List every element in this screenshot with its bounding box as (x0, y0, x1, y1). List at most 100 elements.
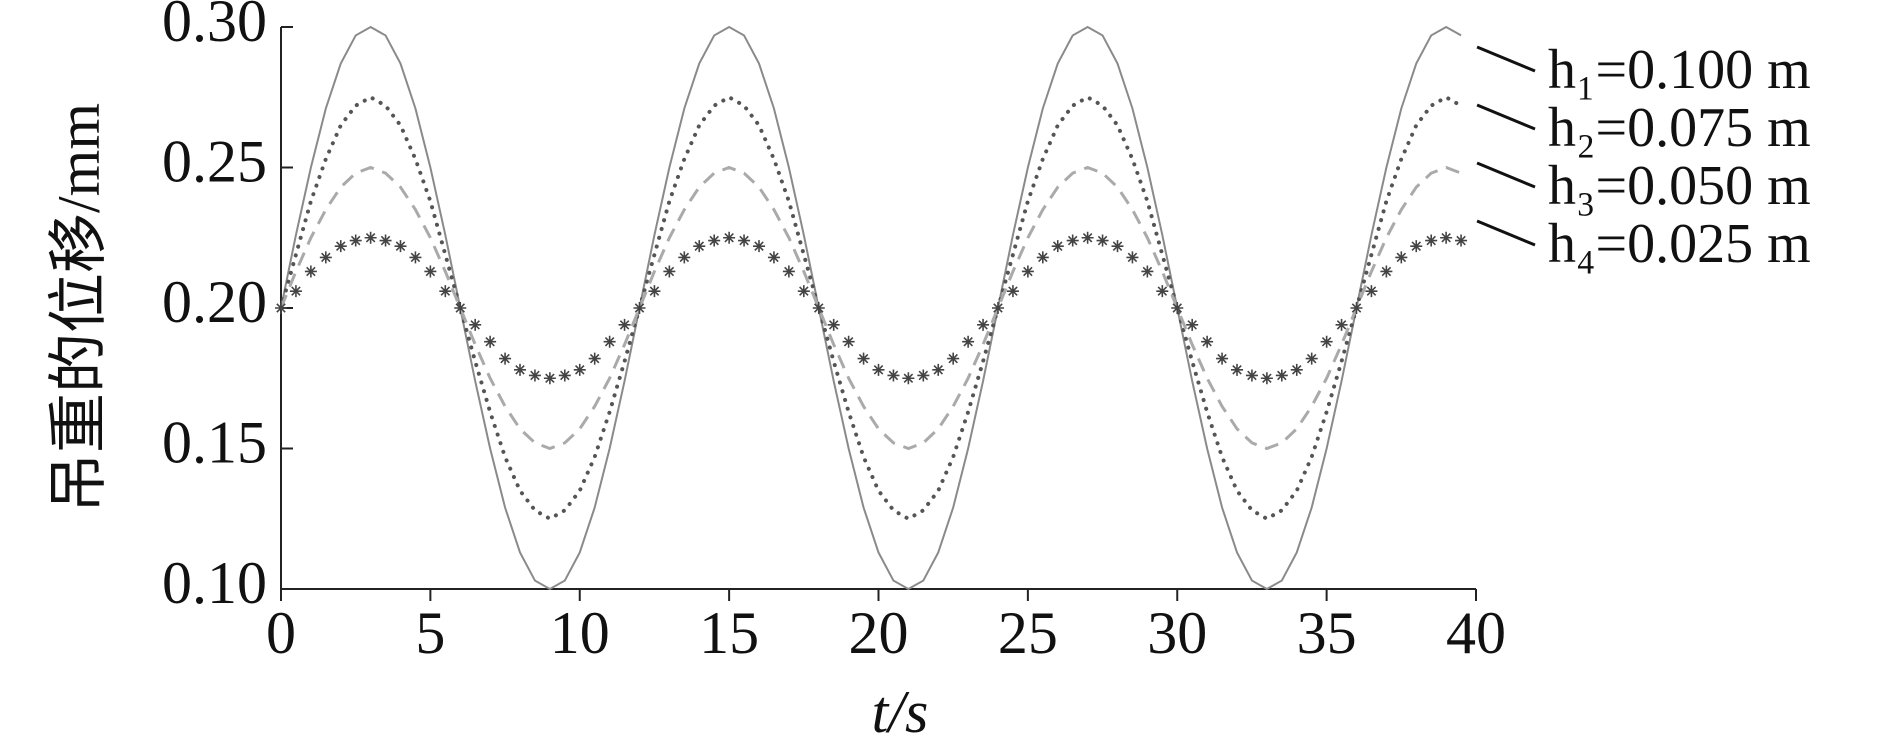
star-marker (678, 251, 691, 264)
star-marker (1066, 234, 1079, 247)
x-tick-label: 5 (415, 600, 445, 666)
star-marker (708, 234, 721, 247)
star-marker (977, 318, 990, 331)
star-marker (693, 240, 706, 253)
x-tick-label: 25 (998, 600, 1058, 666)
legend-label: h₁=0.100 m (1548, 39, 1811, 101)
star-marker (1395, 251, 1408, 264)
y-tick-label: 0.20 (162, 269, 267, 335)
legend-leader (1476, 161, 1536, 189)
star-marker (1186, 318, 1199, 331)
legend-leader (1476, 45, 1536, 73)
star-marker (753, 240, 765, 253)
x-tick-label: 30 (1147, 600, 1207, 666)
star-marker (648, 285, 661, 298)
star-marker (1365, 285, 1378, 298)
star-marker (1156, 285, 1169, 298)
x-axis-label: t/s (872, 679, 929, 745)
star-marker (1006, 285, 1019, 298)
star-marker (1141, 265, 1154, 278)
star-marker (962, 335, 975, 348)
legend-leader (1476, 219, 1536, 247)
series-line (279, 165, 1462, 451)
star-marker (1305, 352, 1318, 365)
y-tick-label: 0.15 (162, 409, 267, 475)
star-marker (1231, 363, 1243, 376)
star-marker (543, 372, 556, 385)
series-line (279, 94, 1464, 522)
star-marker (528, 369, 541, 382)
star-marker (603, 335, 616, 348)
x-tick-label: 15 (699, 600, 759, 666)
legend-label: h₃=0.050 m (1548, 155, 1811, 217)
star-marker (289, 285, 302, 298)
star-marker (424, 265, 437, 278)
star-marker (1051, 240, 1064, 253)
star-marker (1096, 234, 1109, 247)
y-tick-label: 0.30 (162, 0, 267, 54)
star-marker (1260, 372, 1273, 385)
x-tick-label: 20 (849, 600, 909, 666)
star-marker (1245, 369, 1258, 382)
star-marker (1216, 352, 1229, 365)
x-tick-label: 10 (550, 600, 610, 666)
star-marker (782, 265, 795, 278)
star-marker (1410, 240, 1423, 253)
star-marker (484, 335, 497, 348)
star-marker (663, 265, 676, 278)
star-marker (723, 231, 736, 244)
star-marker (558, 369, 571, 382)
star-marker (767, 251, 780, 264)
star-marker (469, 318, 482, 331)
star-marker (887, 369, 900, 382)
star-marker (827, 318, 840, 331)
star-marker (364, 231, 377, 244)
star-marker (1021, 265, 1034, 278)
star-marker (917, 369, 930, 382)
star-marker (379, 234, 392, 247)
star-marker (573, 363, 586, 376)
x-tick-label: 35 (1297, 600, 1357, 666)
star-marker (275, 302, 287, 314)
star-marker (1126, 251, 1139, 264)
star-marker (1440, 231, 1453, 244)
star-marker (319, 251, 332, 264)
y-tick-label: 0.10 (162, 550, 267, 616)
legend-label: h₂=0.075 m (1548, 97, 1811, 159)
x-tick-label: 40 (1446, 600, 1506, 666)
star-marker (514, 363, 526, 376)
legend-label: h₄=0.025 m (1548, 213, 1811, 275)
star-marker (797, 285, 810, 298)
star-marker (872, 363, 885, 376)
star-marker (1171, 302, 1184, 314)
y-tick-label: 0.25 (162, 128, 267, 194)
star-marker (349, 234, 362, 247)
star-marker (992, 302, 1004, 314)
star-marker (902, 372, 915, 385)
star-marker (633, 302, 646, 314)
star-marker (618, 318, 631, 331)
legend-leader (1476, 103, 1536, 131)
star-marker (454, 302, 467, 314)
star-marker (1111, 240, 1124, 253)
star-marker (1320, 335, 1333, 348)
star-marker (842, 335, 855, 348)
star-marker (1335, 318, 1348, 331)
star-marker (394, 240, 407, 253)
y-axis-label: 吊重的位移/mm (46, 103, 112, 513)
star-marker (1350, 302, 1363, 314)
x-tick-label: 0 (266, 600, 296, 666)
star-marker (588, 352, 601, 365)
series-line (280, 25, 1462, 591)
star-marker (1275, 369, 1288, 382)
star-marker (857, 352, 870, 365)
star-marker (334, 240, 347, 253)
star-marker (738, 234, 751, 247)
star-marker (1455, 234, 1468, 247)
star-marker (1380, 265, 1393, 278)
star-marker (1425, 234, 1438, 247)
star-marker (1036, 251, 1049, 264)
star-marker (1081, 231, 1094, 244)
star-marker (932, 363, 945, 376)
